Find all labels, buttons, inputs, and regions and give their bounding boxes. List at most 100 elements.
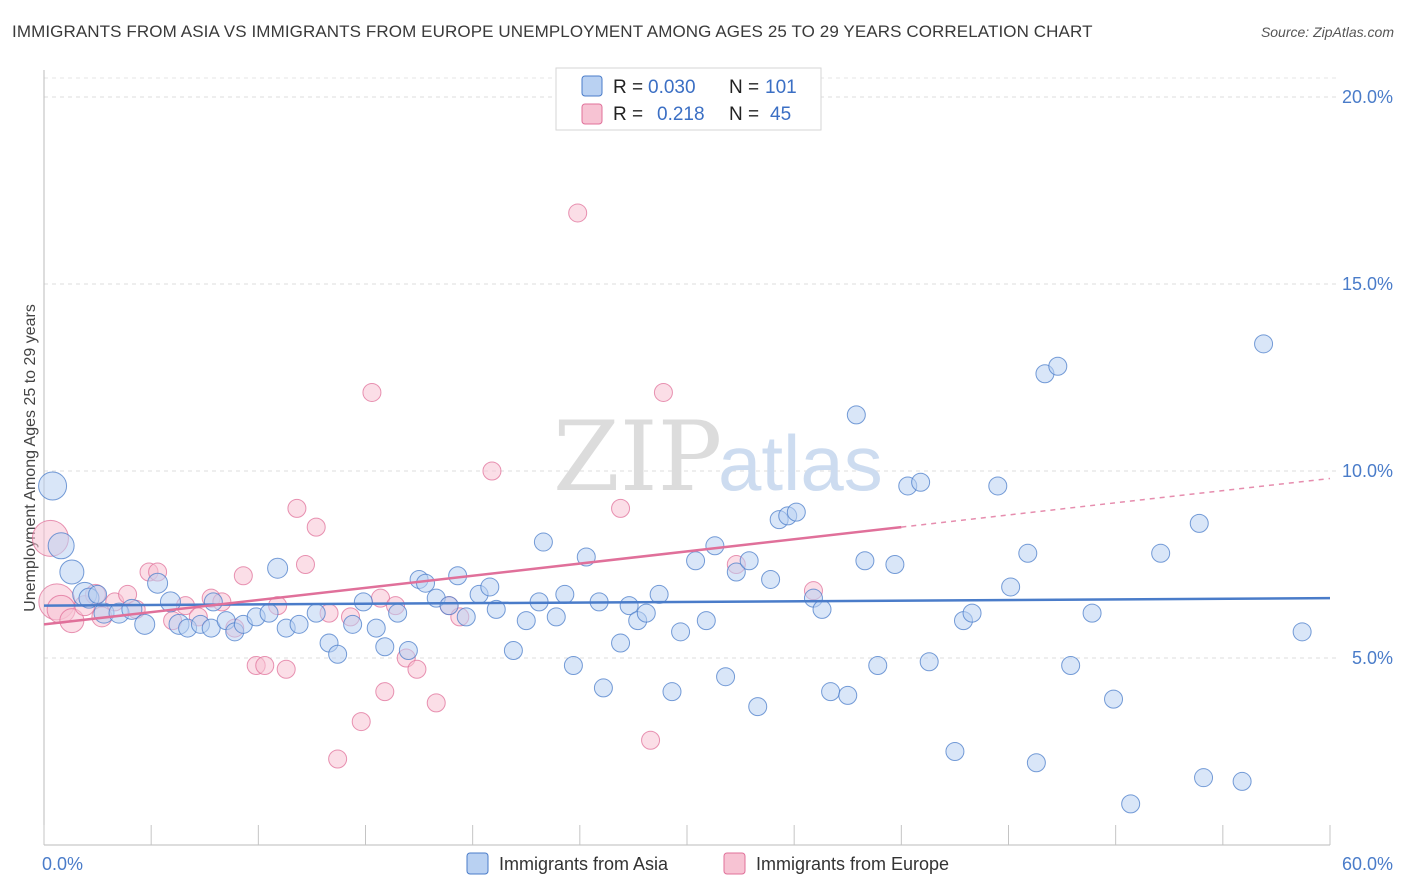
asia-point-72 bbox=[821, 682, 841, 702]
asia-point-80 bbox=[919, 652, 939, 672]
asia-point-15 bbox=[203, 592, 223, 612]
asia-point-46 bbox=[546, 607, 566, 627]
watermark-atlas: atlas bbox=[718, 419, 883, 507]
x-tick-label-0: 0.0% bbox=[42, 854, 83, 874]
asia-point-87 bbox=[1026, 753, 1046, 773]
asia-point-0 bbox=[38, 471, 68, 501]
asia-point-43 bbox=[516, 611, 536, 631]
asia-point-29 bbox=[366, 618, 386, 638]
watermark: ZIP atlas bbox=[553, 401, 883, 513]
europe-point-27 bbox=[328, 749, 348, 769]
trend-lines bbox=[43, 477, 1331, 626]
asia-point-8 bbox=[134, 613, 156, 635]
asia-point-71 bbox=[812, 599, 832, 619]
legend-n-label-europe: N = bbox=[729, 104, 759, 125]
asia-point-34 bbox=[416, 573, 436, 593]
europe-point-39 bbox=[482, 461, 502, 481]
legend-r-value-europe: 0.218 bbox=[657, 104, 705, 125]
asia-point-79 bbox=[911, 472, 931, 492]
asia-point-86 bbox=[1018, 543, 1038, 563]
europe-point-30 bbox=[362, 382, 382, 402]
asia-point-41 bbox=[486, 599, 506, 619]
asia-point-9 bbox=[147, 572, 169, 594]
asia-point-42 bbox=[503, 641, 523, 661]
asia-point-10 bbox=[159, 591, 181, 613]
europe-point-29 bbox=[351, 712, 371, 732]
bottom-legend-label-europe: Immigrants from Europe bbox=[756, 854, 949, 874]
europe-point-20 bbox=[255, 655, 275, 675]
asia-point-99 bbox=[1292, 622, 1312, 642]
legend-r-label-europe: R = bbox=[613, 104, 643, 125]
asia-point-62 bbox=[716, 667, 736, 687]
asia-point-92 bbox=[1104, 689, 1124, 709]
legend-n-value-europe: 45 bbox=[770, 104, 791, 125]
asia-point-66 bbox=[761, 569, 781, 589]
asia-point-84 bbox=[988, 476, 1008, 496]
asia-point-30 bbox=[375, 637, 395, 657]
asia-point-52 bbox=[611, 633, 631, 653]
europe-point-40 bbox=[568, 203, 588, 223]
asia-point-77 bbox=[885, 555, 905, 574]
asia-point-63 bbox=[726, 562, 746, 582]
y-tick-label-2: 15.0% bbox=[1342, 274, 1393, 294]
europe-point-23 bbox=[287, 498, 307, 518]
asia-point-1 bbox=[47, 532, 75, 560]
asia-point-14 bbox=[201, 618, 221, 638]
asia-point-64 bbox=[739, 551, 759, 571]
asia-point-74 bbox=[846, 405, 866, 425]
asia-point-83 bbox=[962, 603, 982, 623]
asia-point-98 bbox=[1254, 334, 1274, 354]
x-tick-label-1: 60.0% bbox=[1342, 854, 1393, 874]
asia-point-89 bbox=[1048, 356, 1068, 376]
chart-source: Source: ZipAtlas.com bbox=[1260, 24, 1394, 40]
europe-point-25 bbox=[306, 517, 326, 537]
asia-point-57 bbox=[662, 682, 682, 702]
asia-point-36 bbox=[439, 596, 459, 616]
europe-point-22 bbox=[276, 659, 296, 679]
asia-point-40 bbox=[480, 577, 500, 597]
y-tick-labels: 5.0% 10.0% 15.0% 20.0% bbox=[1342, 87, 1393, 668]
asia-point-48 bbox=[563, 655, 583, 675]
asia-point-69 bbox=[786, 502, 806, 522]
asia-point-96 bbox=[1194, 768, 1214, 788]
asia-point-31 bbox=[388, 603, 408, 623]
asia-point-76 bbox=[868, 655, 888, 675]
bottom-legend: Immigrants from Asia Immigrants from Eur… bbox=[466, 852, 949, 875]
europe-point-18 bbox=[233, 566, 253, 586]
asia-point-38 bbox=[456, 607, 476, 627]
asia-point-91 bbox=[1082, 603, 1102, 623]
legend-r-value-asia: 0.030 bbox=[648, 77, 696, 98]
asia-point-93 bbox=[1121, 794, 1141, 814]
x-ticks bbox=[43, 825, 1331, 845]
asia-point-23 bbox=[289, 614, 309, 634]
europe-trend-extension bbox=[901, 477, 1331, 528]
asia-point-90 bbox=[1061, 655, 1081, 675]
y-tick-label-1: 10.0% bbox=[1342, 461, 1393, 481]
asia-point-100 bbox=[88, 584, 108, 604]
europe-point-41 bbox=[611, 498, 631, 518]
asia-point-21 bbox=[267, 557, 289, 579]
asia-point-45 bbox=[533, 532, 553, 552]
asia-point-28 bbox=[353, 592, 373, 612]
asia-point-26 bbox=[328, 644, 348, 664]
asia-point-75 bbox=[855, 551, 875, 571]
europe-trend-line bbox=[43, 525, 902, 626]
europe-point-42 bbox=[653, 382, 673, 402]
legend-swatch-asia bbox=[581, 75, 603, 97]
asia-point-2 bbox=[59, 559, 85, 585]
bottom-legend-label-asia: Immigrants from Asia bbox=[499, 854, 669, 874]
asia-point-97 bbox=[1232, 771, 1252, 791]
asia-trend-line bbox=[43, 596, 1331, 607]
asia-point-27 bbox=[343, 614, 363, 634]
asia-point-65 bbox=[748, 697, 768, 717]
asia-point-47 bbox=[555, 584, 575, 604]
asia-point-95 bbox=[1189, 513, 1209, 533]
asia-point-81 bbox=[945, 742, 965, 761]
asia-point-32 bbox=[398, 641, 418, 661]
legend-n-label-asia: N = bbox=[729, 77, 759, 98]
y-axis-label: Unemployment Among Ages 25 to 29 years bbox=[22, 304, 39, 612]
legend-swatch-europe bbox=[581, 103, 603, 125]
asia-point-85 bbox=[1001, 577, 1021, 597]
bottom-legend-swatch-europe bbox=[723, 852, 746, 875]
